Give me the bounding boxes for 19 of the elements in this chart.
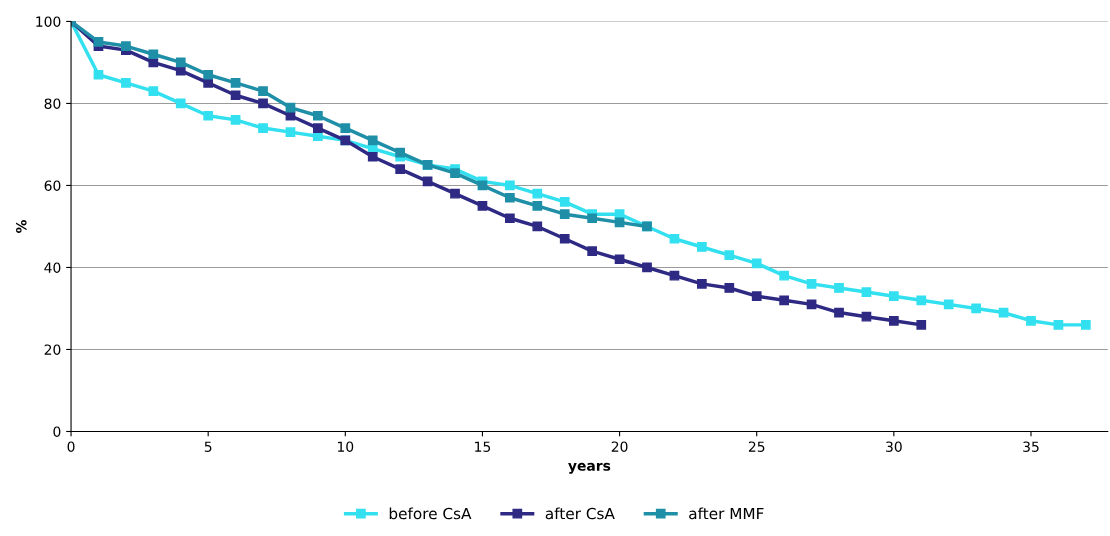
x-tick-label: 10 (338, 441, 354, 452)
x-tick-label: 35 (1023, 441, 1039, 452)
x-axis-title: years (568, 462, 611, 474)
legend-label: after CsA (545, 507, 615, 520)
y-tick-label: 60 (44, 180, 61, 191)
y-tick-label: 100 (36, 16, 61, 27)
legend-label: after MMF (689, 507, 764, 520)
y-tick-label: 40 (44, 262, 61, 273)
y-tick-label: 80 (44, 98, 61, 109)
x-tick-label: 25 (748, 441, 765, 452)
x-tick-label: 15 (475, 441, 491, 452)
x-tick-label: 20 (611, 441, 628, 452)
y-axis-title: % (16, 219, 27, 233)
legend-label: before CsA (389, 507, 472, 520)
y-tick-label: 20 (44, 344, 61, 355)
y-tick-label: 0 (53, 426, 61, 437)
x-tick-label: 0 (67, 441, 75, 452)
x-tick-label: 30 (886, 441, 902, 452)
x-tick-label: 5 (204, 441, 212, 452)
